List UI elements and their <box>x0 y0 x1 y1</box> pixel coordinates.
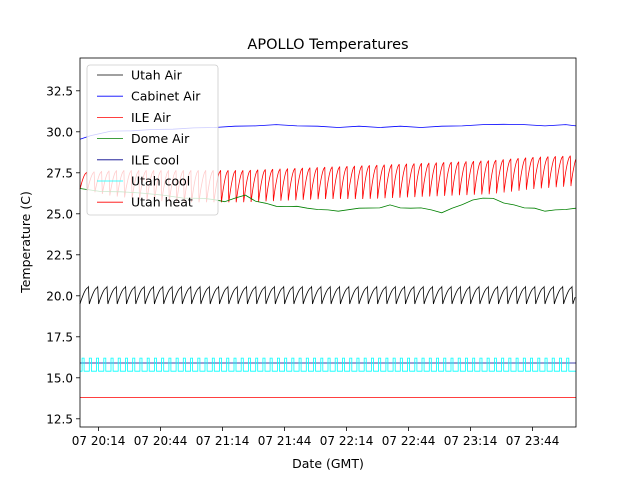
x-tick-label: 07 23:14 <box>444 434 498 448</box>
legend-label: Cabinet Air <box>131 89 201 104</box>
y-tick-label: 32.5 <box>46 84 73 98</box>
legend-label: Utah heat <box>131 195 193 210</box>
legend-label: Utah cool <box>131 174 190 189</box>
series-line-utah-cool <box>80 357 576 372</box>
plot-frame <box>79 57 577 428</box>
x-tick-label: 07 22:14 <box>320 434 374 448</box>
y-tick-label: 25.0 <box>46 207 73 221</box>
y-tick-label: 22.5 <box>46 248 73 262</box>
x-tick-label: 07 20:44 <box>134 434 188 448</box>
y-tick-label: 27.5 <box>46 166 73 180</box>
legend-frame <box>86 64 219 216</box>
x-tick-label: 07 22:44 <box>382 434 436 448</box>
legend-label: Dome Air <box>131 131 190 146</box>
y-tick-label: 30.0 <box>46 125 73 139</box>
legend: Utah Air Cabinet Air ILE Air Dome Air ILE co… <box>86 64 219 216</box>
legend-label: ILE cool <box>131 152 179 167</box>
y-tick-label: 20.0 <box>46 289 73 303</box>
y-axis-label: Temperature (C) <box>18 191 33 294</box>
series-line-utah-air <box>79 285 576 305</box>
legend-label: Utah Air <box>131 68 183 83</box>
x-tick-label: 07 21:44 <box>258 434 312 448</box>
x-tick-label: 07 21:14 <box>196 434 250 448</box>
y-axis: 12.5 15.0 17.5 20.0 22.5 25.0 27.5 30.0 32.5 <box>46 84 80 426</box>
x-tick-label: 07 23:44 <box>506 434 560 448</box>
y-tick-label: 12.5 <box>46 412 73 426</box>
x-axis: 07 20:14 07 20:44 07 21:14 07 21:44 07 22:14… <box>72 427 560 448</box>
x-tick-label: 07 20:14 <box>72 434 126 448</box>
y-tick-label: 15.0 <box>46 371 73 385</box>
chart-title: APOLLO Temperatures <box>247 37 408 53</box>
series-layer <box>79 123 577 398</box>
y-tick-label: 17.5 <box>46 330 73 344</box>
legend-label: ILE Air <box>131 110 172 125</box>
x-axis-label: Date (GMT) <box>292 456 364 471</box>
